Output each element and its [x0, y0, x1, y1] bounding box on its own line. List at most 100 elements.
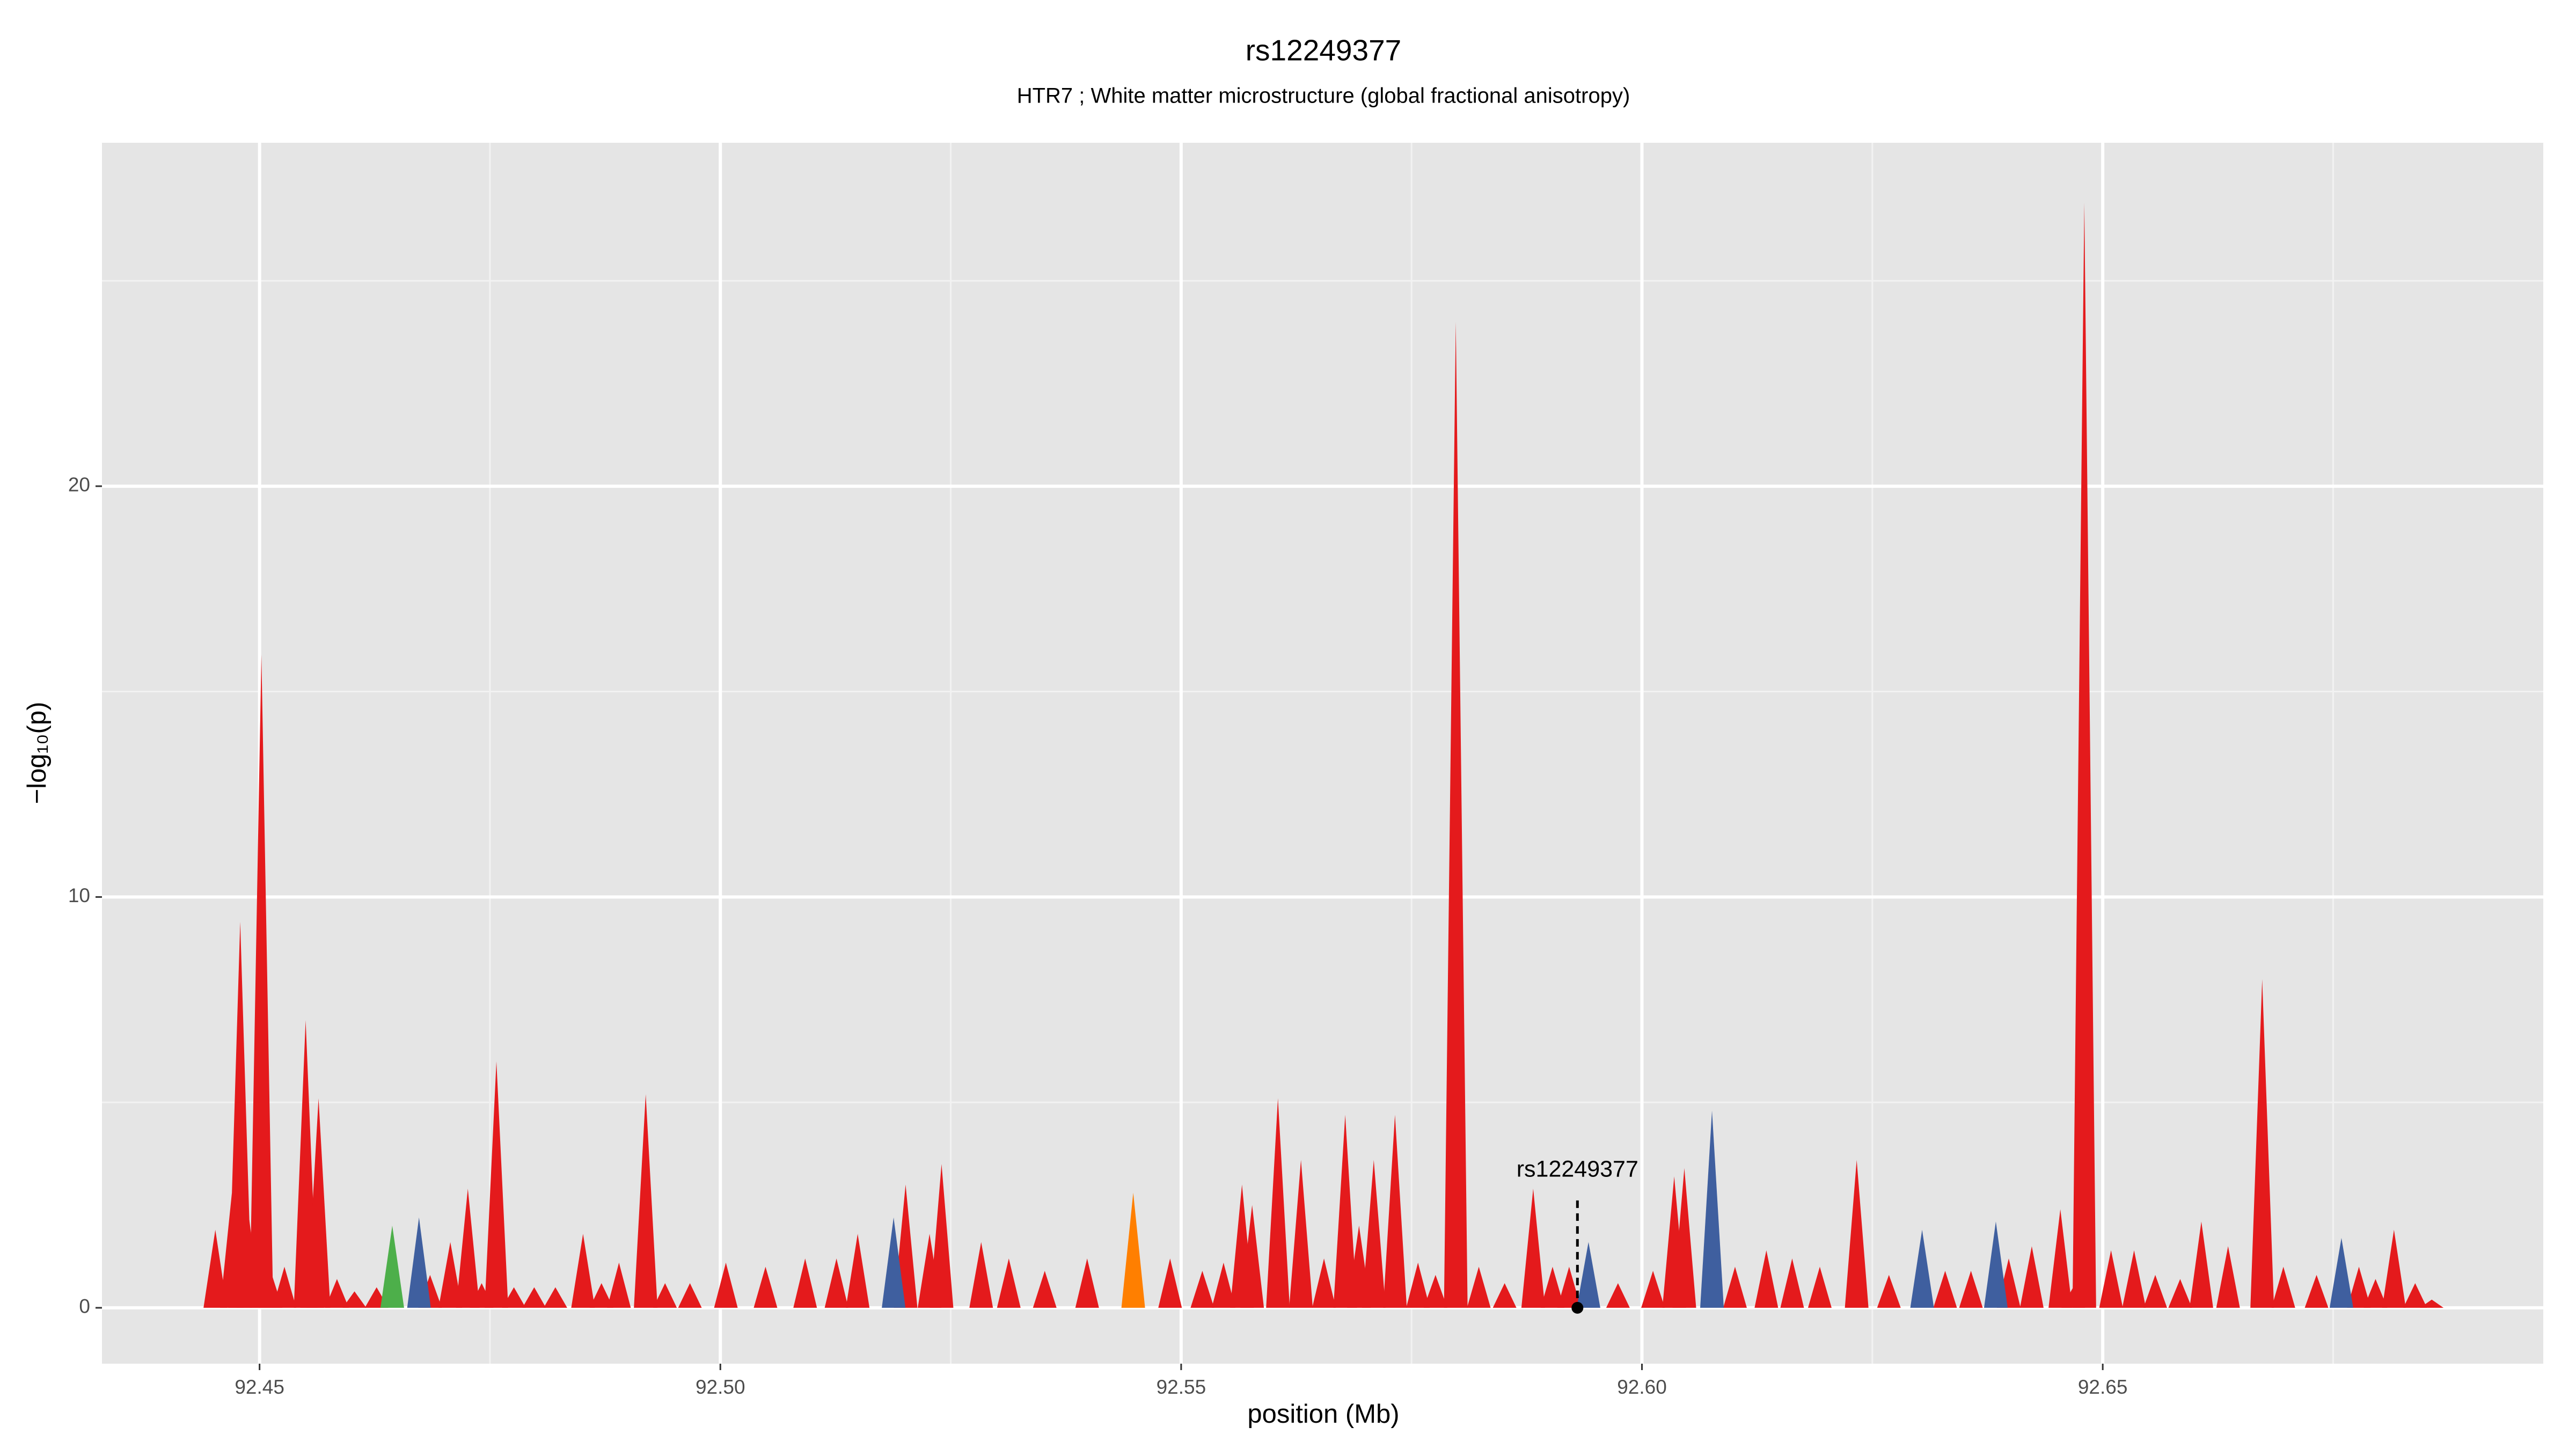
x-tick-label: 92.45: [235, 1376, 284, 1398]
spike: [342, 1291, 367, 1308]
spike: [522, 1287, 546, 1308]
spike: [1333, 1115, 1357, 1308]
annotation-label: rs12249377: [1517, 1156, 1638, 1182]
spike: [2048, 1209, 2073, 1308]
spike: [2168, 1279, 2192, 1308]
spike: [2099, 1250, 2123, 1308]
spike: [306, 1098, 331, 1308]
spike: [2420, 1299, 2444, 1308]
spike: [1289, 1160, 1313, 1308]
spike: [438, 1242, 463, 1308]
spike: [1075, 1258, 1099, 1308]
spike: [1266, 1098, 1290, 1308]
spike: [1672, 1168, 1696, 1308]
spike: [543, 1287, 567, 1308]
y-tick-label: 20: [68, 474, 90, 496]
spike: [1121, 1192, 1145, 1308]
spike: [2216, 1246, 2240, 1308]
spike: [1158, 1258, 1182, 1308]
spike: [1521, 1188, 1545, 1308]
spike: [1444, 321, 1468, 1308]
spike: [228, 921, 252, 1308]
spike: [714, 1262, 738, 1308]
spike: [502, 1287, 526, 1308]
spike: [1700, 1110, 1724, 1308]
spike: [380, 1225, 404, 1308]
spike: [1754, 1250, 1779, 1308]
spike: [997, 1258, 1021, 1308]
spike: [824, 1258, 848, 1308]
plot-background: [102, 143, 2543, 1364]
spike: [1406, 1262, 1430, 1308]
spike: [1492, 1283, 1517, 1308]
spike: [2189, 1221, 2213, 1308]
spike: [1910, 1230, 1934, 1308]
spike: [2363, 1279, 2388, 1308]
spike: [1033, 1271, 1057, 1308]
x-tick-label: 92.65: [2078, 1376, 2128, 1398]
spike: [1807, 1267, 1832, 1308]
spike: [2403, 1283, 2427, 1308]
spike: [273, 1267, 297, 1308]
y-tick-label: 10: [68, 884, 90, 906]
spike: [2329, 1238, 2353, 1308]
spike: [1362, 1160, 1386, 1308]
spike: [882, 1217, 906, 1308]
spike: [250, 654, 274, 1308]
spike: [456, 1188, 480, 1308]
spike: [793, 1258, 817, 1308]
spike: [1933, 1271, 1957, 1308]
spike: [2382, 1230, 2406, 1308]
spike: [634, 1094, 658, 1308]
spike: [1467, 1267, 1491, 1308]
x-tick-label: 92.55: [1157, 1376, 1206, 1398]
spike: [2122, 1250, 2146, 1308]
x-axis-label: position (Mb): [1247, 1400, 1399, 1429]
spike: [2250, 979, 2274, 1308]
spike: [2072, 202, 2096, 1308]
x-tick-label: 92.50: [696, 1376, 745, 1398]
spike: [1540, 1267, 1564, 1308]
y-tick-label: 0: [79, 1296, 90, 1318]
spike: [2304, 1275, 2329, 1308]
spike: [1240, 1205, 1264, 1308]
spike: [2019, 1246, 2044, 1308]
spike: [407, 1217, 431, 1308]
spike: [2271, 1267, 2295, 1308]
annotation-point: [1571, 1301, 1584, 1314]
spike: [1845, 1160, 1869, 1308]
chart-title: rs12249377: [1246, 34, 1402, 67]
chart-subtitle: HTR7 ; White matter microstructure (glob…: [1017, 84, 1630, 108]
spike: [203, 1230, 228, 1308]
spike: [1576, 1242, 1600, 1308]
spike: [1423, 1275, 1447, 1308]
marks: [203, 202, 2444, 1308]
spike: [571, 1234, 595, 1308]
spike: [1723, 1267, 1747, 1308]
spike: [1383, 1115, 1407, 1308]
spike: [607, 1262, 631, 1308]
spike: [484, 1061, 508, 1308]
spike: [2347, 1267, 2371, 1308]
annotations: rs12249377: [1517, 1156, 1638, 1314]
spike: [678, 1283, 702, 1308]
spike: [325, 1279, 349, 1308]
spike: [1190, 1271, 1214, 1308]
spike: [1780, 1258, 1804, 1308]
spike: [1984, 1221, 2008, 1308]
spike: [1641, 1271, 1665, 1308]
spike: [1606, 1283, 1630, 1308]
spike: [930, 1163, 954, 1308]
spike: [969, 1242, 993, 1308]
spike: [1959, 1271, 1983, 1308]
spike: [1211, 1262, 1235, 1308]
x-tick-label: 92.60: [1617, 1376, 1667, 1398]
spike: [653, 1283, 677, 1308]
spike: [1312, 1258, 1336, 1308]
spike: [1877, 1275, 1901, 1308]
axes: 92.45 92.50 92.55 92.60 92.65 0 10 20: [68, 474, 2128, 1398]
y-axis-label: −log₁₀(p): [23, 702, 52, 804]
spike: [1557, 1267, 1581, 1308]
spike: [846, 1234, 870, 1308]
